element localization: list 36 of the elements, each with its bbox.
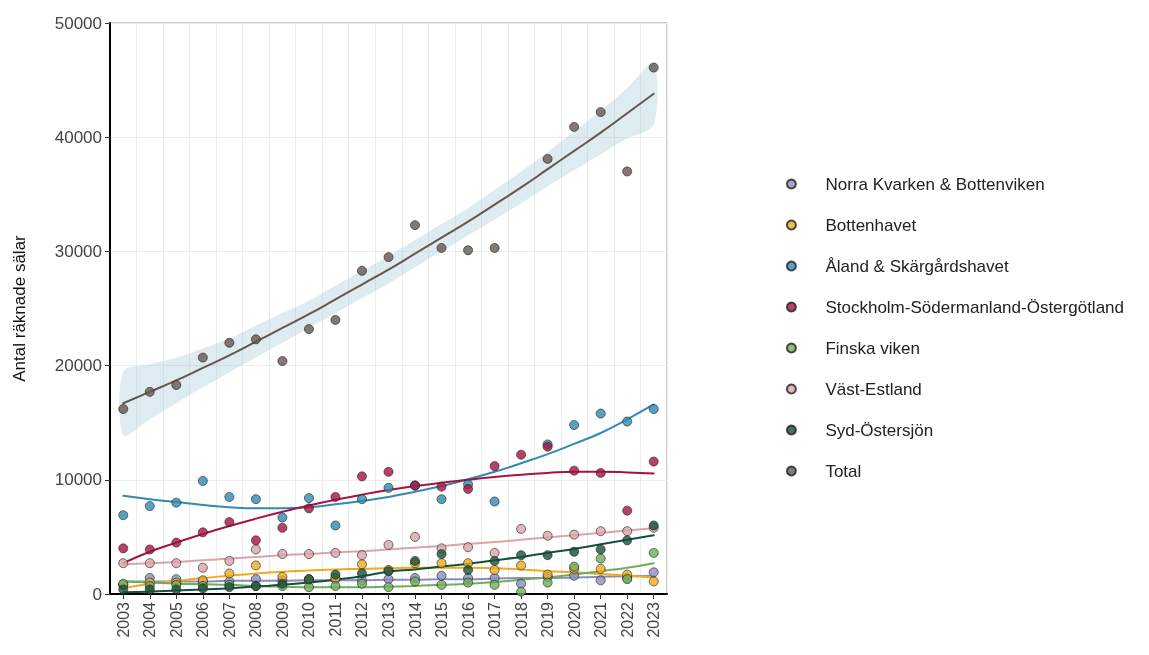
y-tick-label: 30000 (54, 241, 102, 261)
x-tick-label: 2007 (220, 601, 238, 638)
legend-label: Bottenhavet (825, 215, 917, 235)
x-tick-label: 2019 (539, 601, 557, 638)
x-tick-label: 2021 (592, 601, 610, 638)
y-tick-label: 40000 (54, 127, 102, 147)
legend-label: Åland & Skärgårdshavet (825, 256, 1010, 276)
x-tick-label: 2010 (300, 601, 318, 638)
x-tick-label: 2003 (114, 601, 132, 638)
x-tick-label: 2013 (380, 601, 397, 638)
x-tick-label: 2004 (141, 601, 159, 638)
x-tick-label: 2016 (459, 601, 477, 638)
y-tick-label: 10000 (54, 470, 102, 490)
legend-label: Total (825, 461, 862, 481)
x-tick-label: 2012 (353, 601, 371, 638)
legend-label: Finska viken (825, 338, 920, 358)
y-tick-label: 20000 (54, 356, 102, 376)
x-tick-label: 2018 (512, 601, 530, 638)
x-tick-label: 2009 (273, 601, 291, 638)
x-tick-label: 2005 (167, 601, 185, 638)
y-axis-title: Antal räknade sälar (10, 234, 29, 382)
x-tick-label: 2006 (194, 601, 212, 638)
x-tick-label: 2023 (645, 601, 663, 638)
x-tick-label: 2017 (486, 601, 504, 638)
y-tick-label: 0 (92, 584, 102, 604)
x-tick-label: 2020 (565, 601, 583, 638)
legend-label: Norra Kvarken & Bottenviken (825, 174, 1045, 194)
y-tick-label: 50000 (54, 13, 102, 33)
legend-label: Väst-Estland (825, 379, 922, 399)
x-tick-label: 2011 (326, 601, 344, 637)
x-tick-label: 2022 (618, 601, 636, 638)
x-tick-label: 2015 (433, 601, 451, 638)
x-tick-label: 2008 (247, 601, 265, 638)
legend-label: Syd-Östersjön (825, 420, 934, 440)
legend-label: Stockholm-Södermanland-Östergötland (825, 297, 1125, 317)
x-tick-label: 2014 (406, 601, 424, 638)
